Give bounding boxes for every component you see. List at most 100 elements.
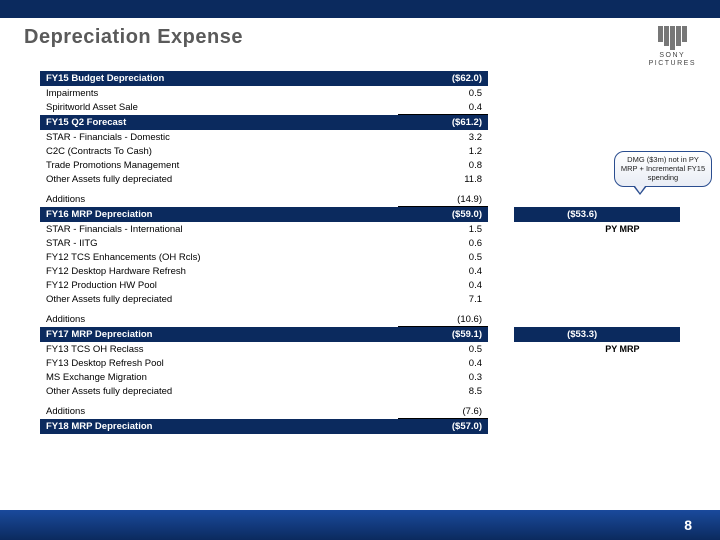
row-value-2: [514, 86, 604, 100]
row-label: STAR - Financials - Domestic: [40, 130, 398, 144]
row-value-3: [603, 370, 680, 384]
spacer-cell: [488, 86, 514, 100]
row-value-1: ($57.0): [398, 419, 488, 435]
row-value-2: [514, 264, 604, 278]
table-row: FY12 Desktop Hardware Refresh0.4: [40, 264, 680, 278]
row-value-2: [514, 115, 604, 131]
row-value-2: [514, 384, 604, 398]
row-label: C2C (Contracts To Cash): [40, 144, 398, 158]
row-label: FY17 MRP Depreciation: [40, 327, 398, 343]
content-area: DMG ($3m) not in PY MRP + Incremental FY…: [0, 71, 720, 434]
footer-bar: 8: [0, 510, 720, 540]
row-value-2: [514, 222, 604, 236]
row-value-3: [603, 71, 680, 86]
row-value-1: 8.5: [398, 384, 488, 398]
row-value-2: [514, 100, 604, 115]
table-row: Other Assets fully depreciated11.8: [40, 172, 680, 186]
row-value-2: [514, 370, 604, 384]
row-label: Other Assets fully depreciated: [40, 292, 398, 306]
row-value-3: [603, 404, 680, 419]
row-label: FY12 Desktop Hardware Refresh: [40, 264, 398, 278]
table-row: Additions(10.6): [40, 312, 680, 327]
spacer-cell: [488, 158, 514, 172]
spacer-cell: [488, 71, 514, 86]
spacer-cell: [488, 130, 514, 144]
row-label: FY15 Q2 Forecast: [40, 115, 398, 131]
row-value-3: PY MRP: [603, 222, 680, 236]
annotation-callout: DMG ($3m) not in PY MRP + Incremental FY…: [614, 151, 712, 187]
row-value-2: [514, 144, 604, 158]
depreciation-table: FY15 Budget Depreciation($62.0)Impairmen…: [40, 71, 680, 434]
row-value-1: ($59.0): [398, 207, 488, 223]
row-value-1: 7.1: [398, 292, 488, 306]
table-header-row: FY18 MRP Depreciation($57.0): [40, 419, 680, 435]
table-header-row: FY15 Budget Depreciation($62.0): [40, 71, 680, 86]
row-label: Other Assets fully depreciated: [40, 384, 398, 398]
spacer-cell: [488, 115, 514, 131]
row-label: FY12 Production HW Pool: [40, 278, 398, 292]
table-row: FY12 Production HW Pool0.4: [40, 278, 680, 292]
row-value-2: ($53.3): [514, 327, 604, 343]
row-label: FY12 TCS Enhancements (OH Rcls): [40, 250, 398, 264]
row-label: FY15 Budget Depreciation: [40, 71, 398, 86]
row-value-3: [603, 312, 680, 327]
row-value-1: 0.5: [398, 342, 488, 356]
table-row: Impairments0.5: [40, 86, 680, 100]
row-value-2: [514, 158, 604, 172]
row-value-1: 0.4: [398, 278, 488, 292]
brand-logo: SONY PICTURES: [649, 26, 696, 67]
row-label: FY18 MRP Depreciation: [40, 419, 398, 435]
table-row: FY13 TCS OH Reclass0.5PY MRP: [40, 342, 680, 356]
header: Depreciation Expense SONY PICTURES: [0, 18, 720, 71]
row-value-2: [514, 172, 604, 186]
spacer-cell: [488, 207, 514, 223]
row-value-3: [603, 384, 680, 398]
row-value-2: [514, 236, 604, 250]
row-value-1: (7.6): [398, 404, 488, 419]
row-value-3: [603, 115, 680, 131]
row-value-3: [603, 278, 680, 292]
row-label: MS Exchange Migration: [40, 370, 398, 384]
spacer-cell: [488, 278, 514, 292]
row-value-1: 11.8: [398, 172, 488, 186]
table-row: Trade Promotions Management0.8: [40, 158, 680, 172]
row-value-1: 0.8: [398, 158, 488, 172]
row-label: Other Assets fully depreciated: [40, 172, 398, 186]
row-value-3: [603, 130, 680, 144]
row-value-3: [603, 327, 680, 343]
row-value-1: 1.2: [398, 144, 488, 158]
row-label: FY13 TCS OH Reclass: [40, 342, 398, 356]
table-row: MS Exchange Migration0.3: [40, 370, 680, 384]
table-row: Additions(14.9): [40, 192, 680, 207]
spacer-cell: [488, 264, 514, 278]
row-label: Additions: [40, 192, 398, 207]
row-value-3: [603, 250, 680, 264]
row-value-1: ($59.1): [398, 327, 488, 343]
row-value-1: (14.9): [398, 192, 488, 207]
row-label: FY13 Desktop Refresh Pool: [40, 356, 398, 370]
table-row: STAR - IITG0.6: [40, 236, 680, 250]
page-number: 8: [684, 517, 692, 533]
spacer-cell: [488, 236, 514, 250]
row-value-1: 0.5: [398, 250, 488, 264]
table-row: STAR - Financials - International1.5PY M…: [40, 222, 680, 236]
row-value-1: 0.6: [398, 236, 488, 250]
top-accent-bar: [0, 0, 720, 18]
spacer-cell: [488, 327, 514, 343]
row-value-2: [514, 356, 604, 370]
row-value-2: [514, 278, 604, 292]
table-row: Spiritworld Asset Sale0.4: [40, 100, 680, 115]
table-header-row: FY17 MRP Depreciation($59.1) ($53.3): [40, 327, 680, 343]
spacer-cell: [488, 100, 514, 115]
row-label: Impairments: [40, 86, 398, 100]
row-value-2: [514, 419, 604, 435]
table-row: Other Assets fully depreciated7.1: [40, 292, 680, 306]
row-value-3: [603, 236, 680, 250]
row-value-2: [514, 130, 604, 144]
table-row: STAR - Financials - Domestic3.2: [40, 130, 680, 144]
row-value-3: [603, 86, 680, 100]
row-value-3: [603, 207, 680, 223]
spacer-cell: [488, 250, 514, 264]
callout-text: DMG ($3m) not in PY MRP + Incremental FY…: [621, 155, 705, 181]
spacer-cell: [488, 370, 514, 384]
